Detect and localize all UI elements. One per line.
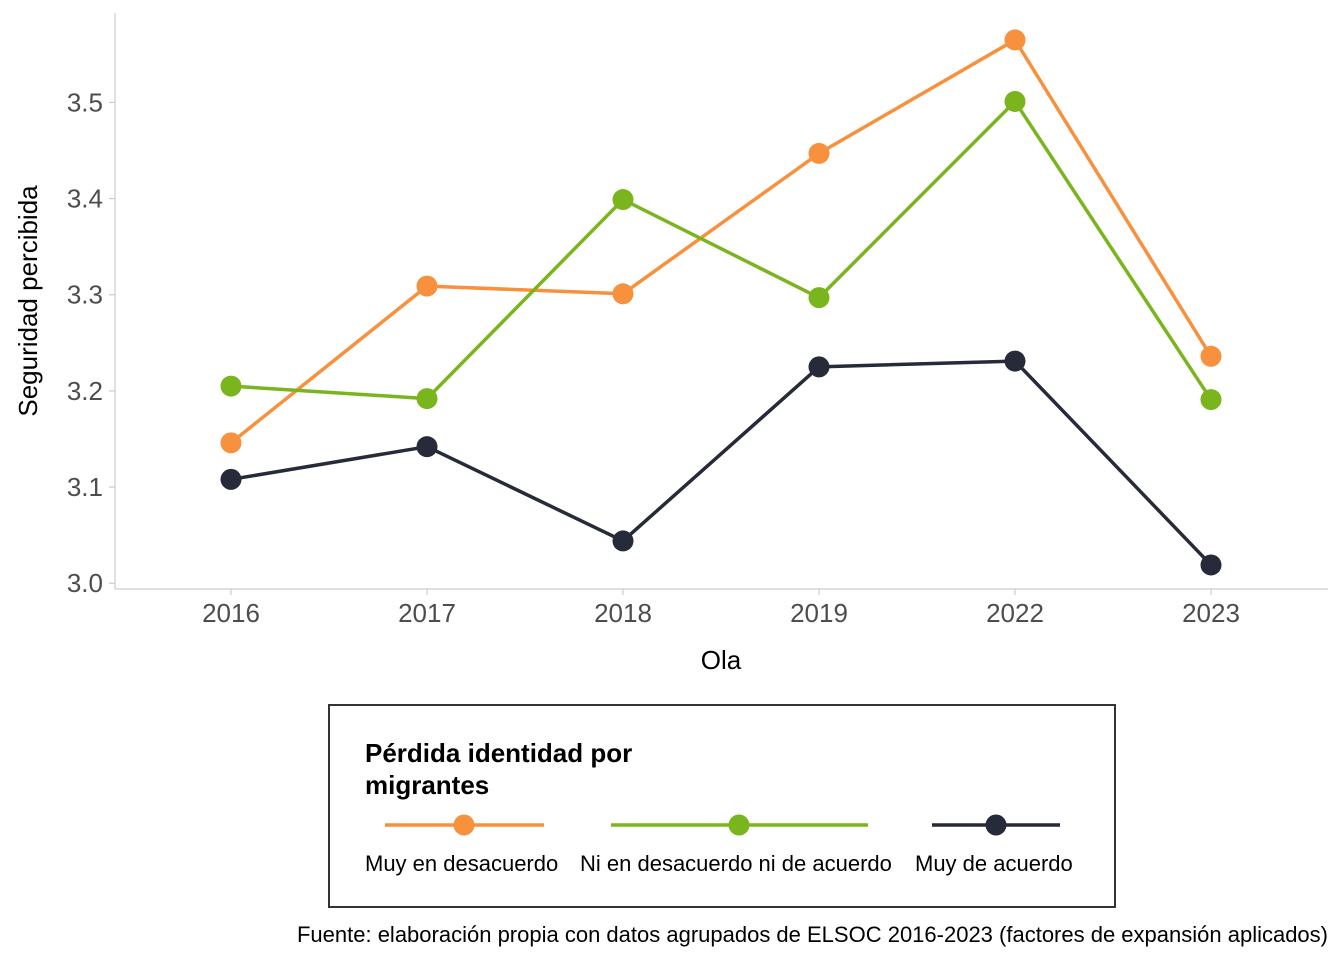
data-point (220, 375, 242, 397)
series-lines (229, 38, 1213, 567)
data-point (1004, 350, 1026, 372)
data-point (416, 275, 438, 297)
caption: Fuente: elaboración propia con datos agr… (297, 922, 1328, 947)
y-tick-label: 3.1 (67, 472, 103, 502)
legend-title-line-1: Pérdida identidad por (365, 738, 632, 768)
x-axis-title: Ola (701, 645, 742, 675)
y-tick-label: 3.3 (67, 280, 103, 310)
series-line (229, 38, 1213, 445)
legend-key-point (985, 814, 1007, 836)
legend-label: Muy de acuerdo (915, 851, 1073, 876)
data-point (1200, 389, 1222, 411)
data-point (416, 436, 438, 458)
data-point (612, 530, 634, 552)
data-point (220, 468, 242, 490)
legend: Pérdida identidad por migrantes Muy en d… (328, 704, 1116, 908)
x-tick-label: 2023 (1182, 598, 1240, 628)
data-point (612, 189, 634, 211)
series-points (220, 29, 1222, 576)
legend-label: Muy en desacuerdo (365, 851, 558, 876)
data-point (416, 388, 438, 410)
legend-key-point (728, 814, 750, 836)
data-point (1004, 90, 1026, 112)
data-point (808, 142, 830, 164)
data-point (1200, 554, 1222, 576)
legend-box (328, 704, 1116, 908)
series-line (230, 359, 1213, 567)
x-tick-label: 2018 (594, 598, 652, 628)
data-point (1004, 29, 1026, 51)
x-tick-label: 2016 (202, 598, 260, 628)
data-point (220, 432, 242, 454)
y-tick-label: 3.5 (67, 87, 103, 117)
x-tick-label: 2022 (986, 598, 1044, 628)
data-point (1200, 345, 1222, 367)
y-tick-label: 3.0 (67, 568, 103, 598)
x-tick-label: 2019 (790, 598, 848, 628)
data-point (612, 283, 634, 305)
y-tick-label: 3.4 (67, 184, 103, 214)
y-axis-title: Seguridad percibida (13, 185, 43, 417)
y-axis-ticks: 3.0 3.1 3.2 3.3 3.4 3.5 (67, 87, 115, 598)
data-point (808, 287, 830, 309)
y-tick-label: 3.2 (67, 376, 103, 406)
x-axis-ticks: 2016 2017 2018 2019 2022 2023 (202, 589, 1240, 628)
legend-key-point (453, 814, 475, 836)
legend-title-line-2: migrantes (365, 770, 489, 800)
x-tick-label: 2017 (398, 598, 456, 628)
series-line (230, 99, 1213, 401)
legend-label: Ni en desacuerdo ni de acuerdo (580, 851, 892, 876)
data-point (808, 356, 830, 378)
legend-keys: Muy en desacuerdo Ni en desacuerdo ni de … (365, 814, 1073, 876)
